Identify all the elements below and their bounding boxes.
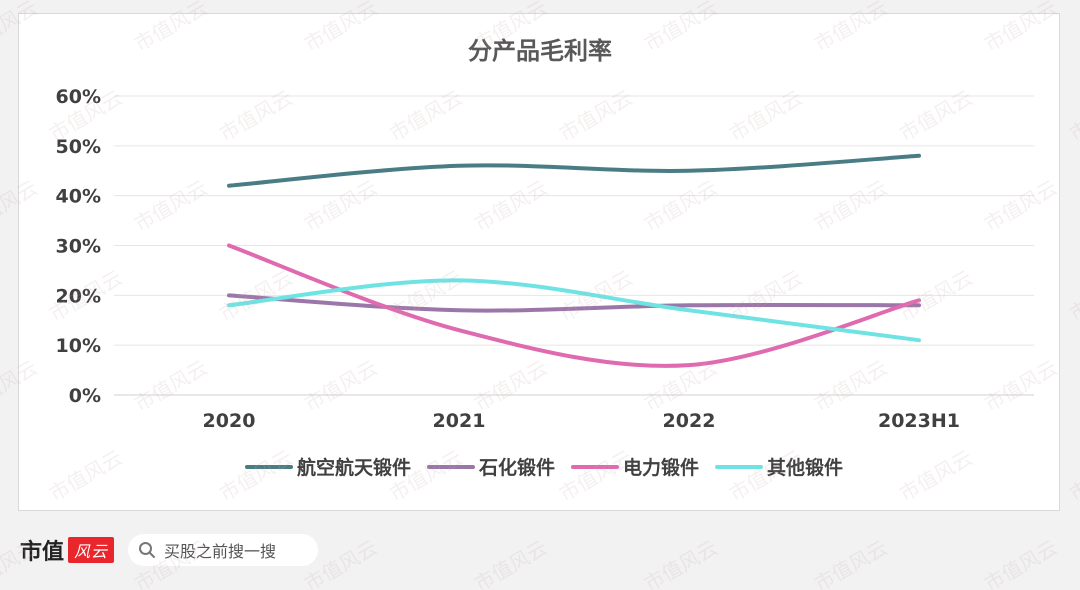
search-box[interactable]: 买股之前搜一搜	[128, 534, 319, 566]
footer-bar: 市值 风云 买股之前搜一搜	[20, 530, 319, 570]
y-tick-label: 10%	[56, 335, 101, 357]
watermark-text: 市值风云	[980, 535, 1062, 590]
y-tick-label: 40%	[56, 186, 101, 208]
search-placeholder: 买股之前搜一搜	[164, 542, 277, 561]
brand-logo-text: 市值	[20, 539, 65, 565]
y-tick-label: 20%	[56, 285, 101, 307]
y-tick-label: 60%	[56, 86, 101, 108]
watermark-text: 市值风云	[1065, 445, 1080, 507]
chart-card: 分产品毛利率 0% 10% 20% 30% 40% 50% 60% 2020 2021 2022 20…	[18, 13, 1060, 511]
watermark-text: 市值风云	[1065, 85, 1080, 147]
line-chart: 分产品毛利率 0% 10% 20% 30% 40% 50% 60% 2020 2021 2022 20…	[56, 37, 1034, 479]
legend-label-1: 航空航天锻件	[297, 456, 411, 479]
watermark-text: 市值风云	[470, 535, 552, 590]
y-tick-label: 30%	[56, 236, 101, 258]
brand-logo-badge: 风云	[68, 537, 115, 563]
legend-label-4: 其他锻件	[767, 456, 843, 479]
chart-title: 分产品毛利率	[468, 37, 612, 65]
search-icon	[139, 542, 156, 558]
x-tick-label: 2022	[663, 410, 716, 432]
legend-label-3: 电力锻件	[623, 456, 699, 479]
x-tick-label: 2021	[433, 410, 486, 432]
y-tick-label: 0%	[69, 385, 101, 407]
series-line-4	[227, 278, 921, 343]
watermark-text: 市值风云	[810, 535, 892, 590]
watermark-text: 市值风云	[1065, 265, 1080, 327]
legend-label-2: 石化锻件	[478, 456, 555, 479]
series-line-3	[227, 243, 921, 368]
y-tick-label: 50%	[56, 136, 101, 158]
series-line-1	[227, 153, 921, 188]
watermark-text: 市值风云	[640, 535, 722, 590]
x-tick-label: 2023H1	[878, 410, 960, 432]
series-line-2	[227, 293, 921, 313]
x-tick-label: 2020	[203, 410, 256, 432]
